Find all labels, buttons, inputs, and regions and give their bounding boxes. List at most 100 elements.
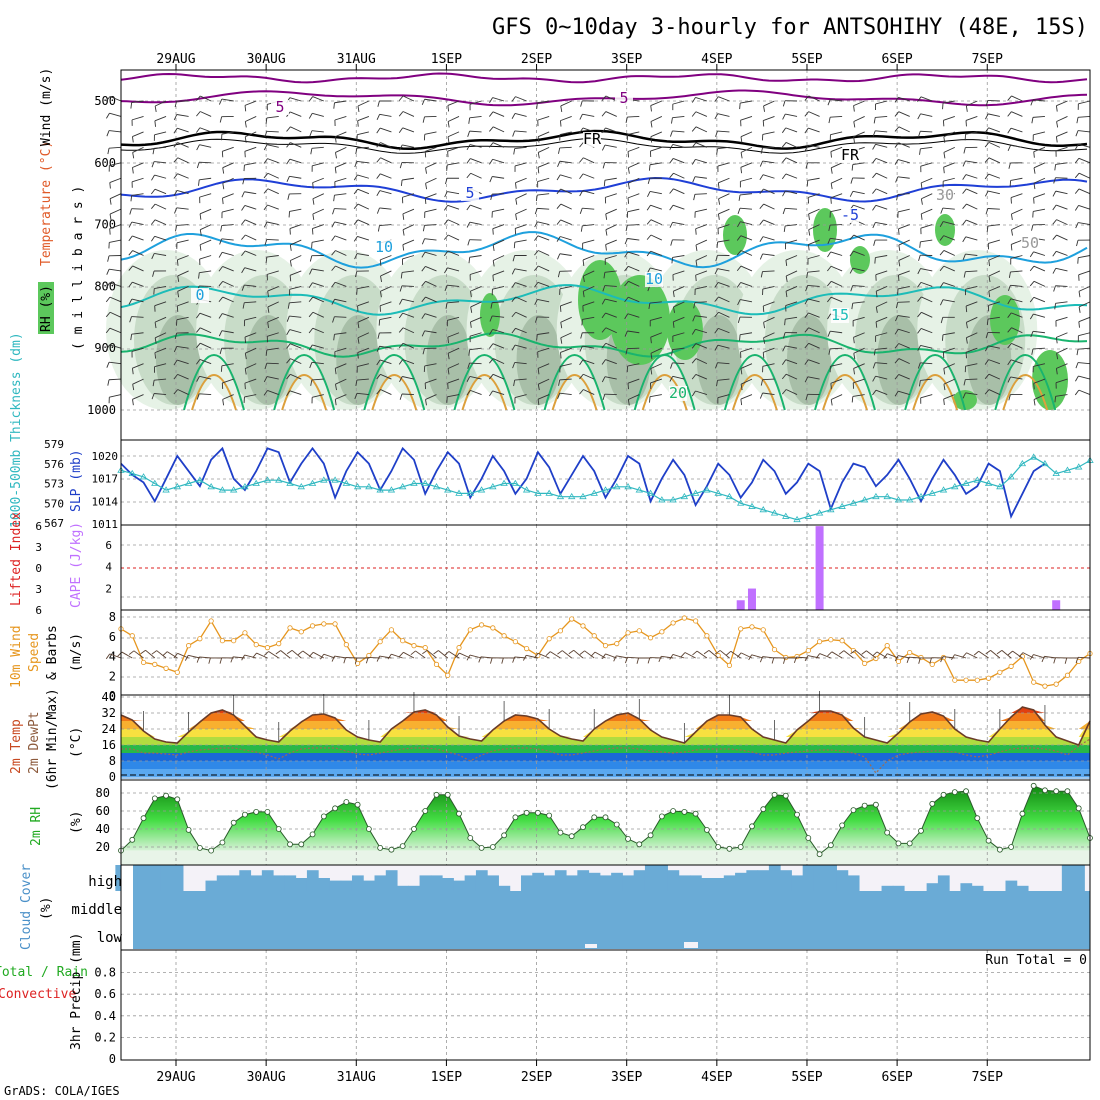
- wind-barb: [176, 345, 189, 349]
- wind-barb-flag: [736, 235, 742, 241]
- rh2m-point: [737, 844, 744, 850]
- wind-barb: [604, 376, 617, 380]
- wind-barb-flag: [154, 120, 156, 127]
- wind-barb-flag: [335, 384, 337, 391]
- thickness-point: [173, 483, 182, 490]
- wind-barb: [785, 255, 798, 261]
- wind-barb-flag: [714, 96, 719, 102]
- wind-barb: [109, 653, 122, 659]
- wind-barb: [1010, 177, 1023, 181]
- wind-barb-flag: [154, 337, 157, 344]
- wind-barb: [154, 131, 167, 136]
- wind-barb: [334, 347, 347, 353]
- wind-barb: [222, 177, 234, 184]
- wind-barb: [965, 270, 978, 273]
- surface-temperature-contour: [281, 374, 328, 411]
- wind-barb: [965, 363, 978, 367]
- wind-barb: [312, 311, 325, 318]
- pressure-tick: 700: [94, 218, 116, 232]
- wind-barb-flag: [568, 649, 575, 655]
- wind-barb: [109, 361, 122, 365]
- wind-barb: [605, 342, 617, 349]
- wind-barb-flag: [490, 193, 493, 201]
- wind-barb: [154, 116, 167, 122]
- wind-barb: [424, 208, 437, 213]
- wind-barb-flag: [691, 126, 697, 132]
- wind-barb-flag: [560, 352, 562, 359]
- wind-barb: [154, 363, 167, 368]
- wind-barb-flag: [783, 225, 786, 232]
- wind10m-point: [1031, 679, 1037, 685]
- wind-barb-flag: [929, 657, 932, 664]
- rh2m-point: [771, 791, 778, 798]
- wind-barb: [177, 127, 189, 133]
- wind10m-point: [895, 658, 902, 665]
- wind-barb: [380, 270, 392, 277]
- wind-barb-flag: [355, 271, 358, 278]
- wind-barb-flag: [827, 265, 832, 272]
- wind-barb: [244, 100, 257, 106]
- wind-barb-flag: [646, 219, 652, 225]
- cloud-high-bar: [228, 875, 240, 891]
- thickness-point: [1041, 459, 1049, 467]
- top-date-label: 5SEP: [791, 52, 822, 67]
- wind-barb: [267, 285, 279, 292]
- wind-barb: [132, 281, 144, 287]
- wind-barb: [978, 650, 989, 659]
- wind-barb: [695, 142, 708, 148]
- wind-barb: [649, 190, 662, 195]
- wind-barb: [628, 177, 640, 184]
- wind-barb: [866, 650, 877, 659]
- wind-barb: [559, 285, 572, 290]
- wind-barb-flag: [1078, 321, 1080, 328]
- wind-barb: [943, 394, 955, 400]
- wind-barb: [132, 146, 144, 153]
- wind-barb-flag: [703, 649, 710, 655]
- wind-barb-flag: [331, 250, 336, 256]
- wind-barb-flag: [581, 319, 583, 326]
- wind-barb: [312, 193, 325, 200]
- wind-barb: [356, 160, 369, 164]
- wind-barb: [1056, 219, 1068, 226]
- wind-barb-flag: [128, 650, 135, 655]
- wind-barb: [605, 95, 617, 102]
- wind-barb-flag: [782, 345, 786, 352]
- wind-barb-flag: [896, 194, 899, 201]
- wind-barb: [875, 255, 888, 259]
- wind-barb-flag: [152, 270, 155, 277]
- temp-fill-band: [121, 707, 1090, 713]
- wind-barb: [605, 193, 617, 198]
- wind-barb: [199, 127, 212, 133]
- wind-barb-flag: [1054, 303, 1057, 310]
- wind-barb: [830, 146, 843, 153]
- wind-barb-flag: [872, 144, 876, 150]
- wind-barb: [401, 270, 415, 273]
- wind-barb-flag: [376, 374, 381, 380]
- wind-barb: [335, 378, 347, 385]
- wind-barb: [109, 311, 122, 318]
- wind-barb-flag: [219, 348, 223, 355]
- wind-barb-flag: [850, 649, 856, 655]
- wind-barb: [988, 157, 1001, 164]
- wind-barb: [988, 239, 1000, 244]
- wind-barb: [447, 162, 460, 166]
- wind-barb-flag: [128, 265, 133, 271]
- wind10m-point: [478, 622, 485, 628]
- wind-tick: 8: [109, 610, 116, 624]
- wind-barb-flag: [309, 255, 313, 262]
- thickness-point: [444, 486, 452, 493]
- wind-barb: [695, 97, 708, 102]
- wind-barb: [199, 161, 212, 164]
- cloud-high-bar: [318, 878, 330, 891]
- wind-barb: [492, 176, 505, 179]
- rh2m-point: [794, 811, 800, 818]
- wind-barb-flag: [218, 252, 223, 258]
- wind-barb: [785, 224, 798, 227]
- rh2m-point: [692, 810, 699, 817]
- wind-barb-flag: [399, 376, 403, 383]
- wind-barb: [1010, 127, 1023, 133]
- wind-barb-flag: [1007, 359, 1012, 366]
- wind-barb: [672, 100, 685, 105]
- wind-barb-flag: [128, 298, 133, 305]
- bottom-date-label: 6SEP: [881, 1070, 912, 1085]
